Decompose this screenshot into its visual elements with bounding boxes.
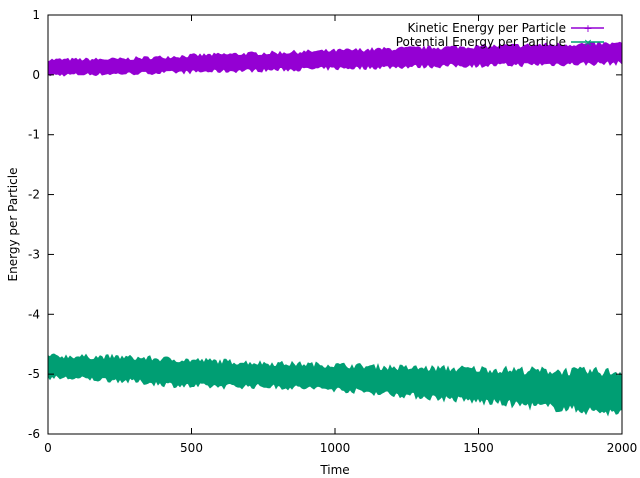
x-tick-label: 1000 [320,441,351,455]
y-tick-label: -5 [28,367,40,381]
x-tick-label: 2000 [607,441,638,455]
y-tick-label: -6 [28,427,40,441]
legend-marker-potential: × [583,36,592,49]
axis-ticks: 0 500 1000 1500 2000 -6 -5 -4 -3 -2 -1 0 1 [28,8,637,455]
x-axis-title: Time [319,463,349,477]
y-tick-label: -2 [28,188,40,202]
legend: Kinetic Energy per Particle + Potential En… [396,21,604,49]
legend-label-kinetic: Kinetic Energy per Particle [407,21,566,35]
series-bands [47,41,623,417]
x-tick-label: 500 [180,441,203,455]
x-tick-label: 1500 [463,441,494,455]
y-tick-label: -3 [28,247,40,261]
x-tick-label: 0 [44,441,52,455]
series-band-potential [47,353,623,417]
y-tick-label: 1 [32,8,40,22]
y-tick-label: -1 [28,128,40,142]
legend-marker-kinetic: + [583,22,592,35]
y-tick-label: 0 [32,68,40,82]
legend-label-potential: Potential Energy per Particle [396,35,566,49]
y-axis-title: Energy per Particle [6,168,20,282]
y-tick-label: -4 [28,307,40,321]
